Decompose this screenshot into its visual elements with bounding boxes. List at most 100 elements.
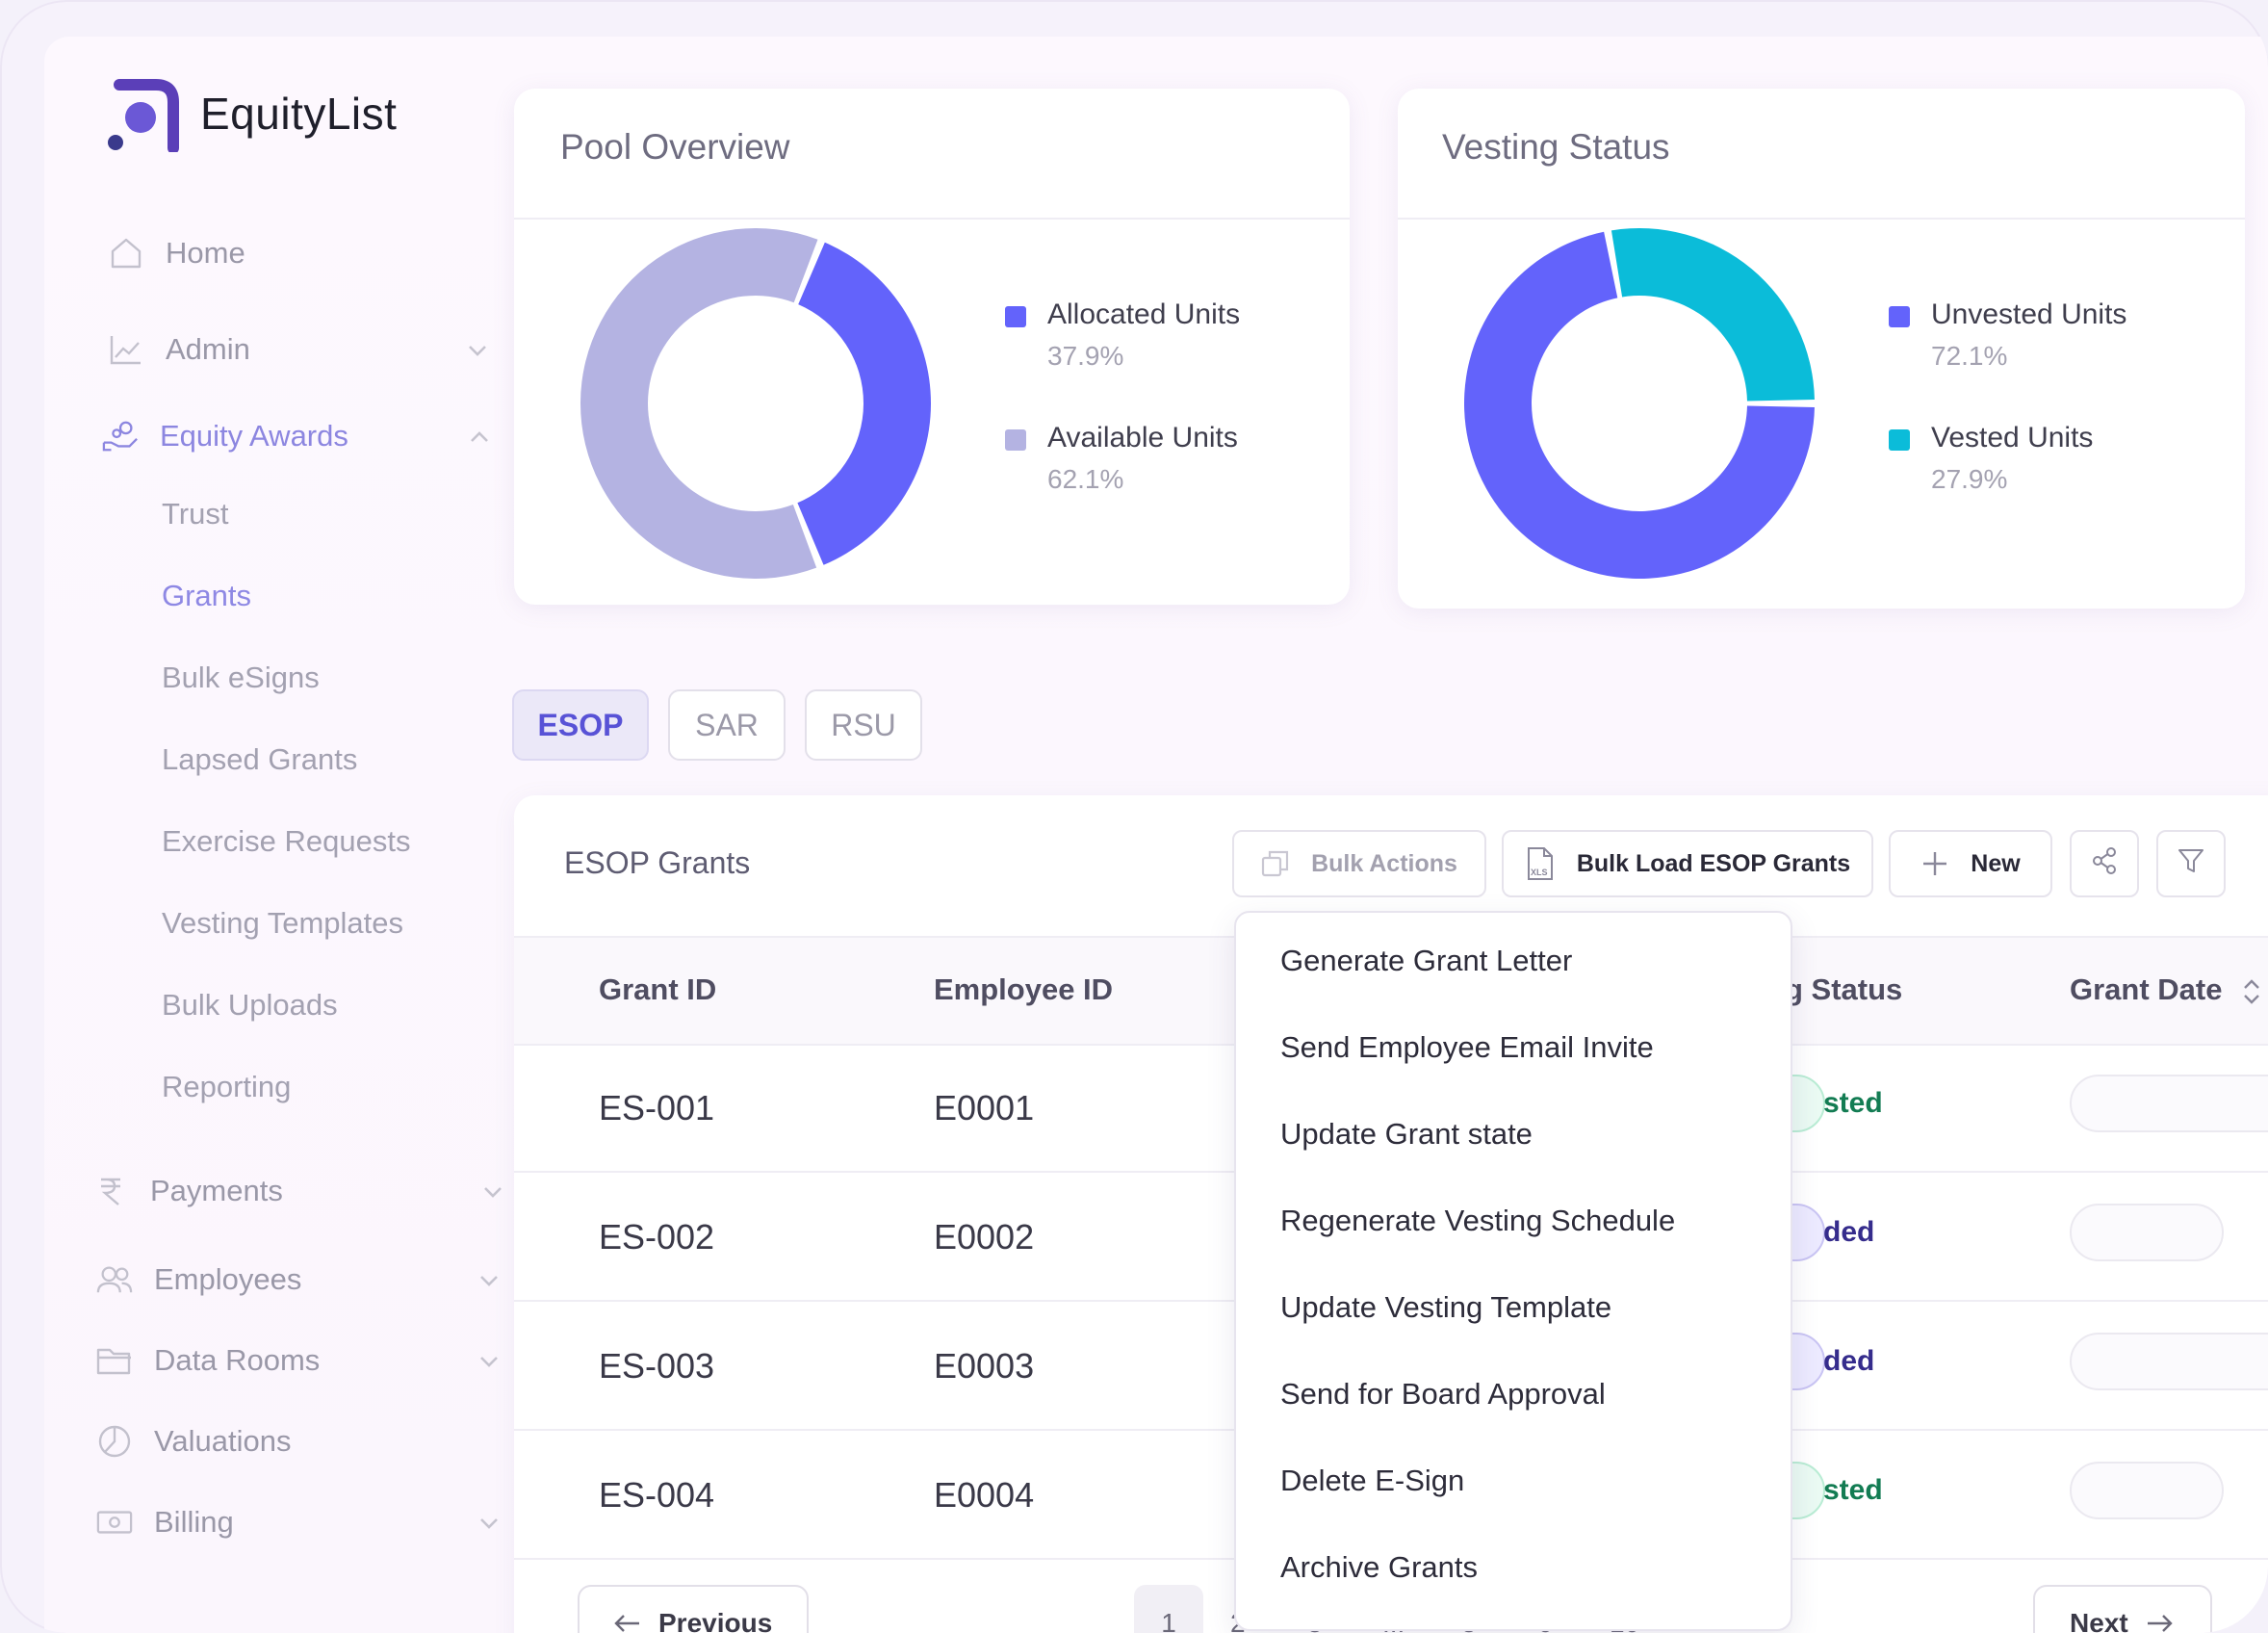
column-header-grant-id[interactable]: Grant ID bbox=[599, 972, 717, 1006]
pool-donut-chart bbox=[580, 227, 931, 579]
status-text: ded bbox=[1823, 1345, 1875, 1377]
xls-file-icon: XLS bbox=[1525, 846, 1556, 881]
legend-label: Available Units bbox=[1047, 422, 1238, 454]
bulk-load-esop-grants-button[interactable]: XLS Bulk Load ESOP Grants bbox=[1502, 830, 1873, 897]
card-title: Vesting Status bbox=[1442, 127, 1670, 167]
pie-chart-icon bbox=[96, 1423, 133, 1460]
donut-slice-unvested-units bbox=[1464, 231, 1815, 579]
chevron-down-icon[interactable] bbox=[464, 337, 491, 364]
share-icon bbox=[2090, 846, 2119, 882]
sidebar-item-employees[interactable]: Employees bbox=[96, 1261, 301, 1298]
rupee-icon bbox=[92, 1173, 129, 1209]
vesting-donut-chart bbox=[1464, 228, 1815, 579]
next-page-button[interactable]: Next bbox=[2033, 1585, 2212, 1633]
grant-date-cell bbox=[2070, 1462, 2224, 1519]
pool-overview-card: Pool Overview Allocated Units 37.9% Avai… bbox=[514, 89, 1350, 605]
legend-percent: 62.1% bbox=[1047, 464, 1124, 494]
menu-item-regenerate-vesting-schedule[interactable]: Regenerate Vesting Schedule bbox=[1280, 1204, 1676, 1237]
sidebar-item-label: Billing bbox=[154, 1505, 234, 1539]
page-1[interactable]: 1 bbox=[1134, 1585, 1203, 1633]
cell-employee-id: E0002 bbox=[934, 1217, 1035, 1257]
menu-item-update-grant-state[interactable]: Update Grant state bbox=[1280, 1117, 1533, 1151]
logo[interactable]: EquityList bbox=[106, 75, 397, 154]
menu-item-delete-e-sign[interactable]: Delete E-Sign bbox=[1280, 1464, 1465, 1497]
sidebar-item-label: Data Rooms bbox=[154, 1343, 321, 1377]
table-title: ESOP Grants bbox=[564, 845, 751, 880]
chevron-down-icon[interactable] bbox=[479, 1179, 506, 1205]
menu-item-archive-grants[interactable]: Archive Grants bbox=[1280, 1550, 1479, 1584]
grant-date-cell bbox=[2070, 1075, 2268, 1132]
vesting-status-card: Vesting Status Unvested Units 72.1% Vest… bbox=[1398, 89, 2245, 609]
share-button[interactable] bbox=[2070, 830, 2139, 897]
logo-mark-icon bbox=[106, 75, 183, 154]
grant-date-cell bbox=[2070, 1204, 2224, 1261]
plus-icon bbox=[1920, 849, 1949, 878]
new-grant-button[interactable]: New bbox=[1889, 830, 2052, 897]
status-text: sted bbox=[1823, 1087, 1883, 1119]
cell-grant-id: ES-001 bbox=[599, 1088, 715, 1128]
sidebar-item-equity-awards[interactable]: Equity Awards bbox=[102, 418, 348, 454]
donut-slice-allocated-units bbox=[797, 242, 931, 565]
chevron-up-icon[interactable] bbox=[466, 424, 493, 451]
filter-button[interactable] bbox=[2156, 830, 2226, 897]
chevron-down-icon[interactable] bbox=[476, 1267, 503, 1294]
menu-item-generate-grant-letter[interactable]: Generate Grant Letter bbox=[1280, 944, 1573, 977]
hand-coins-icon bbox=[102, 418, 139, 454]
next-label: Next bbox=[2070, 1608, 2128, 1633]
grant-date-cell bbox=[2070, 1333, 2268, 1390]
sidebar-item-label: Payments bbox=[150, 1174, 283, 1207]
tab-rsu[interactable]: RSU bbox=[805, 689, 922, 761]
menu-item-update-vesting-template[interactable]: Update Vesting Template bbox=[1280, 1290, 1612, 1324]
sidebar-subitem-vesting-templates[interactable]: Vesting Templates bbox=[162, 906, 404, 940]
sidebar-subitem-exercise-requests[interactable]: Exercise Requests bbox=[162, 824, 411, 858]
sidebar-subitem-lapsed-grants[interactable]: Lapsed Grants bbox=[162, 742, 358, 776]
column-header-grant-date[interactable]: Grant Date bbox=[2070, 972, 2223, 1006]
chevron-down-icon[interactable] bbox=[476, 1348, 503, 1375]
divider bbox=[1398, 218, 2245, 220]
sidebar-subitem-grants[interactable]: Grants bbox=[162, 579, 252, 612]
menu-item-send-for-board-approval[interactable]: Send for Board Approval bbox=[1280, 1377, 1606, 1411]
legend-swatch bbox=[1889, 306, 1910, 327]
sidebar-item-billing[interactable]: Billing bbox=[96, 1504, 234, 1541]
sidebar-subitem-bulk-uploads[interactable]: Bulk Uploads bbox=[162, 988, 338, 1022]
sidebar-item-label: Home bbox=[166, 236, 245, 270]
cell-grant-id: ES-004 bbox=[599, 1475, 715, 1515]
status-text: ded bbox=[1823, 1216, 1875, 1248]
home-icon bbox=[108, 235, 144, 272]
bulk-actions-label: Bulk Actions bbox=[1311, 849, 1457, 877]
menu-item-send-employee-email-invite[interactable]: Send Employee Email Invite bbox=[1280, 1030, 1654, 1064]
arrow-right-icon bbox=[2147, 1615, 2173, 1632]
sort-icon[interactable] bbox=[2241, 976, 2262, 1007]
tab-esop[interactable]: ESOP bbox=[512, 689, 649, 761]
sidebar-subitem-reporting[interactable]: Reporting bbox=[162, 1070, 292, 1103]
cell-employee-id: E0004 bbox=[934, 1475, 1035, 1515]
sidebar-item-payments[interactable]: Payments bbox=[92, 1173, 283, 1209]
column-header-employee-id[interactable]: Employee ID bbox=[934, 972, 1114, 1006]
column-header-status[interactable]: g Status bbox=[1785, 972, 1903, 1006]
bulk-actions-menu: Generate Grant Letter Send Employee Emai… bbox=[1234, 911, 1792, 1631]
sidebar-subitem-bulk-esigns[interactable]: Bulk eSigns bbox=[162, 661, 320, 694]
previous-label: Previous bbox=[658, 1608, 773, 1633]
copy-icon bbox=[1261, 849, 1290, 878]
sidebar-item-admin[interactable]: Admin bbox=[108, 331, 250, 368]
sidebar-item-home[interactable]: Home bbox=[108, 235, 245, 272]
filter-icon bbox=[2177, 846, 2205, 882]
card-title: Pool Overview bbox=[560, 127, 790, 167]
sidebar-item-label: Employees bbox=[154, 1262, 302, 1296]
sidebar-item-data-rooms[interactable]: Data Rooms bbox=[96, 1342, 320, 1379]
bulk-actions-button[interactable]: Bulk Actions bbox=[1232, 830, 1486, 897]
xls-label: XLS bbox=[1531, 868, 1548, 877]
divider bbox=[514, 218, 1350, 220]
users-icon bbox=[96, 1261, 133, 1298]
previous-page-button[interactable]: Previous bbox=[578, 1585, 809, 1633]
new-label: New bbox=[1971, 849, 2021, 877]
legend-swatch bbox=[1005, 306, 1026, 327]
legend-swatch bbox=[1005, 429, 1026, 451]
sidebar-subitem-trust[interactable]: Trust bbox=[162, 497, 229, 531]
legend-percent: 72.1% bbox=[1931, 341, 2008, 371]
cell-employee-id: E0003 bbox=[934, 1346, 1035, 1386]
sidebar-item-valuations[interactable]: Valuations bbox=[96, 1423, 291, 1460]
chevron-down-icon[interactable] bbox=[476, 1510, 503, 1537]
tab-sar[interactable]: SAR bbox=[668, 689, 786, 761]
